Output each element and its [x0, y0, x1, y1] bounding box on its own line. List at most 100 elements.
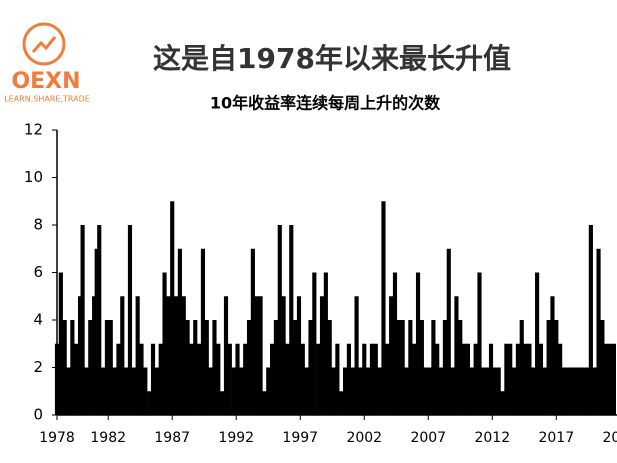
- y-tick-label: 4: [33, 311, 43, 329]
- bar: [515, 343, 520, 415]
- bar: [577, 367, 582, 415]
- bar: [415, 272, 421, 415]
- bar: [608, 343, 613, 415]
- bar: [277, 225, 282, 415]
- bar: [404, 367, 409, 415]
- bar: [431, 320, 436, 415]
- bar: [304, 367, 309, 415]
- bar: [565, 367, 570, 415]
- bar: [223, 296, 229, 415]
- bar: [427, 367, 432, 415]
- bar: [358, 367, 363, 415]
- bar: [112, 367, 117, 415]
- bar: [127, 225, 133, 415]
- x-tick-label: 1992: [218, 430, 254, 446]
- bar: [293, 320, 298, 415]
- bar: [442, 320, 447, 415]
- bar: [519, 320, 524, 415]
- bar: [362, 343, 367, 415]
- x-tick-label: 2017: [538, 430, 574, 446]
- bar: [97, 225, 102, 415]
- logo: OEXN LEARN,SHARE,TRADE: [4, 22, 90, 104]
- bar: [208, 367, 213, 415]
- bar: [335, 343, 340, 415]
- bar: [508, 343, 513, 415]
- bar: [227, 343, 232, 415]
- bar: [462, 343, 467, 415]
- bar: [412, 343, 417, 415]
- bar: [346, 343, 351, 415]
- bar: [600, 320, 605, 415]
- bar: [523, 343, 528, 415]
- bar: [454, 296, 459, 415]
- bar: [231, 367, 236, 415]
- bar: [419, 320, 424, 415]
- bar: [58, 272, 63, 415]
- bar: [220, 391, 225, 415]
- bar: [193, 320, 198, 415]
- bar: [554, 320, 559, 415]
- bar: [250, 248, 255, 415]
- bar: [369, 343, 375, 415]
- bar: [212, 320, 217, 415]
- bar: [62, 320, 67, 415]
- x-tick-label: 2007: [410, 430, 446, 446]
- bar: [535, 272, 540, 415]
- bar: [101, 367, 106, 415]
- bar: [154, 367, 159, 415]
- bar: [243, 343, 248, 415]
- bar: [104, 320, 110, 415]
- bar: [254, 296, 259, 415]
- bar: [558, 343, 563, 415]
- bar: [604, 343, 609, 415]
- bar: [481, 367, 486, 415]
- bar: [173, 296, 179, 415]
- bar: [74, 343, 79, 415]
- bar: [273, 320, 278, 415]
- bar: [561, 367, 567, 415]
- x-tick-label: 1987: [154, 430, 190, 446]
- bar: [458, 320, 463, 415]
- bar: [611, 343, 616, 415]
- bar: [88, 320, 93, 415]
- bar: [377, 367, 382, 415]
- bar: [246, 320, 252, 415]
- bar: [84, 367, 89, 415]
- bar: [177, 248, 182, 415]
- bar: [120, 296, 125, 415]
- y-tick-label: 0: [33, 406, 43, 424]
- bar: [158, 343, 163, 415]
- bar: [162, 272, 167, 415]
- chart-subtitle: 10年收益率连续每周上升的次数: [210, 94, 441, 113]
- bar: [296, 296, 302, 415]
- bar: [170, 201, 175, 415]
- y-tick-label: 8: [33, 216, 43, 234]
- bar: [300, 343, 305, 415]
- bar: [488, 343, 494, 415]
- bar: [327, 320, 332, 415]
- bar: [150, 343, 156, 415]
- bar: [381, 201, 386, 415]
- bar: [135, 296, 140, 415]
- bar: [308, 320, 313, 415]
- y-tick-label: 6: [33, 263, 43, 281]
- bar: [408, 320, 413, 415]
- bar: [342, 367, 348, 415]
- bar: [373, 343, 378, 415]
- bar: [450, 367, 455, 415]
- bar: [92, 296, 97, 415]
- bar: [94, 248, 99, 415]
- bar: [270, 343, 275, 415]
- bar: [108, 320, 113, 415]
- bar: [131, 367, 136, 415]
- bar: [473, 343, 478, 415]
- bar: [319, 296, 325, 415]
- y-tick-label: 10: [24, 168, 43, 186]
- bar: [235, 343, 240, 415]
- x-tick-label: 2002: [346, 430, 382, 446]
- x-tick-label: 1978: [39, 430, 75, 446]
- bar: [492, 367, 497, 415]
- bar: [592, 367, 597, 415]
- bar: [262, 391, 267, 415]
